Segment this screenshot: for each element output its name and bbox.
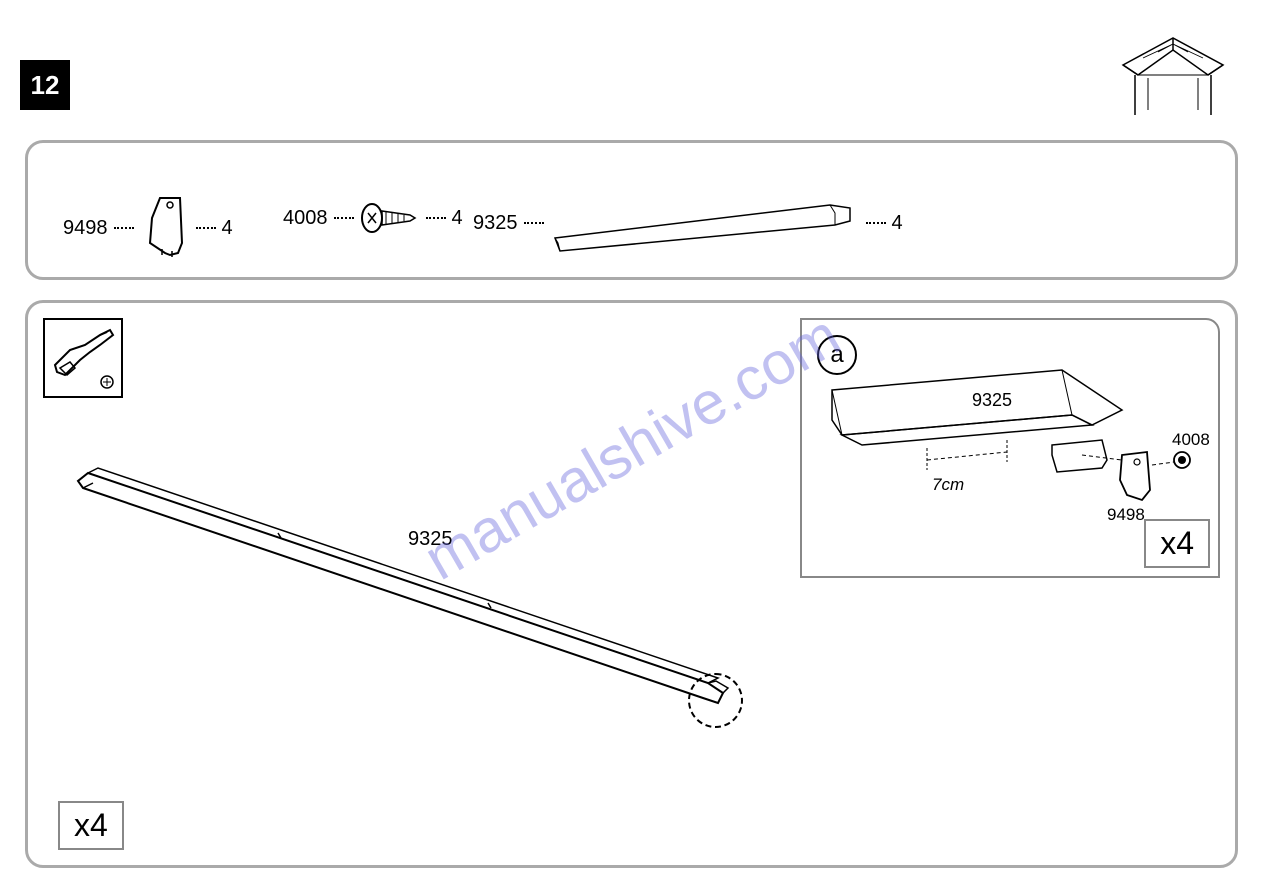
main-assembly-panel: 9325 x4 a 9325 7c <box>25 300 1238 868</box>
main-beam-illustration <box>68 403 768 723</box>
detail-panel-a: a 9325 7cm 9498 4008 x4 <box>800 318 1220 578</box>
detail-assembly-illustration <box>812 340 1212 540</box>
dotted-connector <box>196 227 216 229</box>
part-item-9498: 9498 4 <box>63 193 233 263</box>
main-qty-box: x4 <box>58 801 124 850</box>
bracket-part-icon <box>140 193 190 263</box>
dotted-connector <box>426 217 446 219</box>
dotted-connector <box>334 217 354 219</box>
dotted-connector <box>524 222 544 224</box>
dotted-connector <box>114 227 134 229</box>
detail-screw-label: 4008 <box>1172 430 1210 450</box>
gazebo-product-icon <box>1113 30 1233 120</box>
detail-beam-label: 9325 <box>972 390 1012 411</box>
drill-tool-icon <box>43 318 123 398</box>
detail-measurement-label: 7cm <box>932 475 964 495</box>
screw-part-icon <box>360 193 420 243</box>
part-id-label: 4008 <box>283 207 328 230</box>
part-item-9325: 9325 4 <box>473 193 903 253</box>
dotted-connector <box>866 222 886 224</box>
beam-part-icon <box>550 193 860 253</box>
parts-list-panel: 9498 4 4008 4 9325 4 <box>25 140 1238 280</box>
detail-callout-circle <box>688 673 743 728</box>
part-id-label: 9498 <box>63 217 108 240</box>
part-qty-label: 4 <box>452 207 463 230</box>
part-item-4008: 4008 4 <box>283 193 463 243</box>
step-number-badge: 12 <box>20 60 70 110</box>
step-number-text: 12 <box>31 70 60 101</box>
part-id-label: 9325 <box>473 212 518 235</box>
part-qty-label: 4 <box>892 212 903 235</box>
detail-qty-box: x4 <box>1144 519 1210 568</box>
part-qty-label: 4 <box>222 217 233 240</box>
main-qty-text: x4 <box>74 807 108 843</box>
detail-qty-text: x4 <box>1160 525 1194 561</box>
main-beam-label: 9325 <box>408 528 453 551</box>
detail-bracket-label: 9498 <box>1107 505 1145 525</box>
